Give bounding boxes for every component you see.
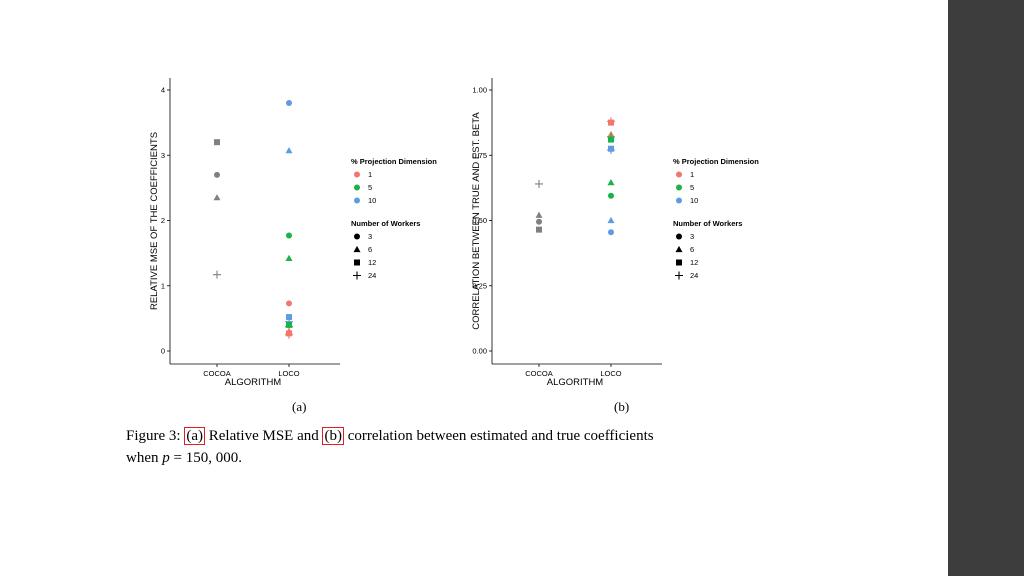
caption-ref-b[interactable]: (b) <box>322 427 344 445</box>
caption-when: when <box>126 450 159 466</box>
data-point <box>213 194 221 201</box>
data-point <box>607 179 615 186</box>
x-tick-label: LOCO <box>278 369 299 378</box>
y-tick-label: 0.75 <box>472 151 487 160</box>
legend-label-workers-6: 6 <box>690 245 694 254</box>
y-axis-label: RELATIVE MSE OF THE COEFFICIENTS <box>149 132 160 310</box>
y-tick-label: 3 <box>161 151 165 160</box>
x-axis-label: ALGORITHM <box>225 377 282 388</box>
y-tick-label: 0.50 <box>472 216 487 225</box>
legend-swatch-workers-24 <box>353 271 361 280</box>
data-point <box>536 226 542 233</box>
data-point <box>286 100 292 107</box>
legend-swatch-workers-6 <box>675 245 683 253</box>
legend-swatch-workers-12 <box>354 259 360 266</box>
data-point <box>608 192 614 199</box>
legend-swatch-workers-12 <box>676 259 682 266</box>
legend-swatch-dim-10 <box>676 197 682 204</box>
legend-label-dim-5: 5 <box>690 183 694 192</box>
legend-label-workers-12: 12 <box>690 258 698 267</box>
side-panel <box>948 0 1024 576</box>
data-point <box>286 300 292 307</box>
y-tick-label: 0.25 <box>472 281 487 290</box>
legend-label-dim-10: 10 <box>690 196 698 205</box>
legend-label-workers-6: 6 <box>368 245 372 254</box>
data-point <box>285 147 293 154</box>
data-point <box>608 119 614 126</box>
legend-swatch-workers-24 <box>675 271 683 280</box>
y-tick-label: 2 <box>161 216 165 225</box>
legend-label-dim-5: 5 <box>368 183 372 192</box>
legend-label-dim-1: 1 <box>690 170 694 179</box>
data-point <box>214 171 220 178</box>
sublabel-a: (a) <box>292 399 307 414</box>
legend-swatch-workers-3 <box>676 233 682 240</box>
legend-label-workers-24: 24 <box>368 271 376 280</box>
x-tick-label: LOCO <box>600 369 621 378</box>
caption-value: = 150, 000. <box>173 450 242 466</box>
data-point <box>608 229 614 236</box>
x-tick-label: COCOA <box>525 369 553 378</box>
legend-swatch-dim-1 <box>354 171 360 178</box>
caption-variable: p <box>162 450 170 466</box>
legend-label-workers-12: 12 <box>368 258 376 267</box>
legend-title-workers: Number of Workers <box>673 219 742 228</box>
data-point <box>285 254 293 261</box>
caption-text-1: Relative MSE and <box>208 428 319 444</box>
figure-caption: Figure 3: (a) Relative MSE and (b) corre… <box>126 425 826 469</box>
legend-swatch-dim-5 <box>676 184 682 191</box>
data-point <box>214 139 220 146</box>
legend-swatch-dim-10 <box>354 197 360 204</box>
legend-label-workers-24: 24 <box>690 271 698 280</box>
data-point <box>285 330 293 339</box>
data-point <box>535 211 543 218</box>
legend-swatch-dim-5 <box>354 184 360 191</box>
data-point <box>535 179 543 188</box>
y-tick-label: 0.00 <box>472 347 487 356</box>
data-point <box>607 132 615 141</box>
legend: % Projection Dimension 1 5 10 Number of Work… <box>673 157 759 280</box>
data-point <box>286 232 292 239</box>
y-axis-label: CORRELATION BETWEEN TRUE AND EST. BETA <box>471 112 482 330</box>
data-point <box>286 314 292 321</box>
legend-swatch-workers-3 <box>354 233 360 240</box>
y-tick-label: 1 <box>161 281 165 290</box>
legend-title-dimension: % Projection Dimension <box>351 157 437 166</box>
caption-text-2: correlation between estimated and true c… <box>347 428 654 444</box>
legend-label-workers-3: 3 <box>690 232 694 241</box>
y-tick-label: 4 <box>161 86 165 95</box>
caption-ref-a[interactable]: (a) <box>184 427 205 445</box>
y-tick-label: 0 <box>161 347 165 356</box>
data-point <box>607 216 615 224</box>
x-axis-label: ALGORITHM <box>547 377 604 388</box>
legend-swatch-dim-1 <box>676 171 682 178</box>
sublabel-b: (b) <box>614 399 630 414</box>
legend: % Projection Dimension 1 5 10 Number of Work… <box>351 157 437 280</box>
x-tick-label: COCOA <box>203 369 231 378</box>
legend-title-dimension: % Projection Dimension <box>673 157 759 166</box>
data-point <box>536 218 542 225</box>
legend-title-workers: Number of Workers <box>351 219 420 228</box>
legend-label-workers-3: 3 <box>368 232 372 241</box>
legend-label-dim-1: 1 <box>368 170 372 179</box>
y-tick-label: 1.00 <box>472 86 487 95</box>
legend-label-dim-10: 10 <box>368 196 376 205</box>
data-point <box>607 146 615 155</box>
data-point <box>213 270 221 279</box>
legend-swatch-workers-6 <box>353 245 361 253</box>
caption-prefix: Figure 3: <box>126 428 181 444</box>
